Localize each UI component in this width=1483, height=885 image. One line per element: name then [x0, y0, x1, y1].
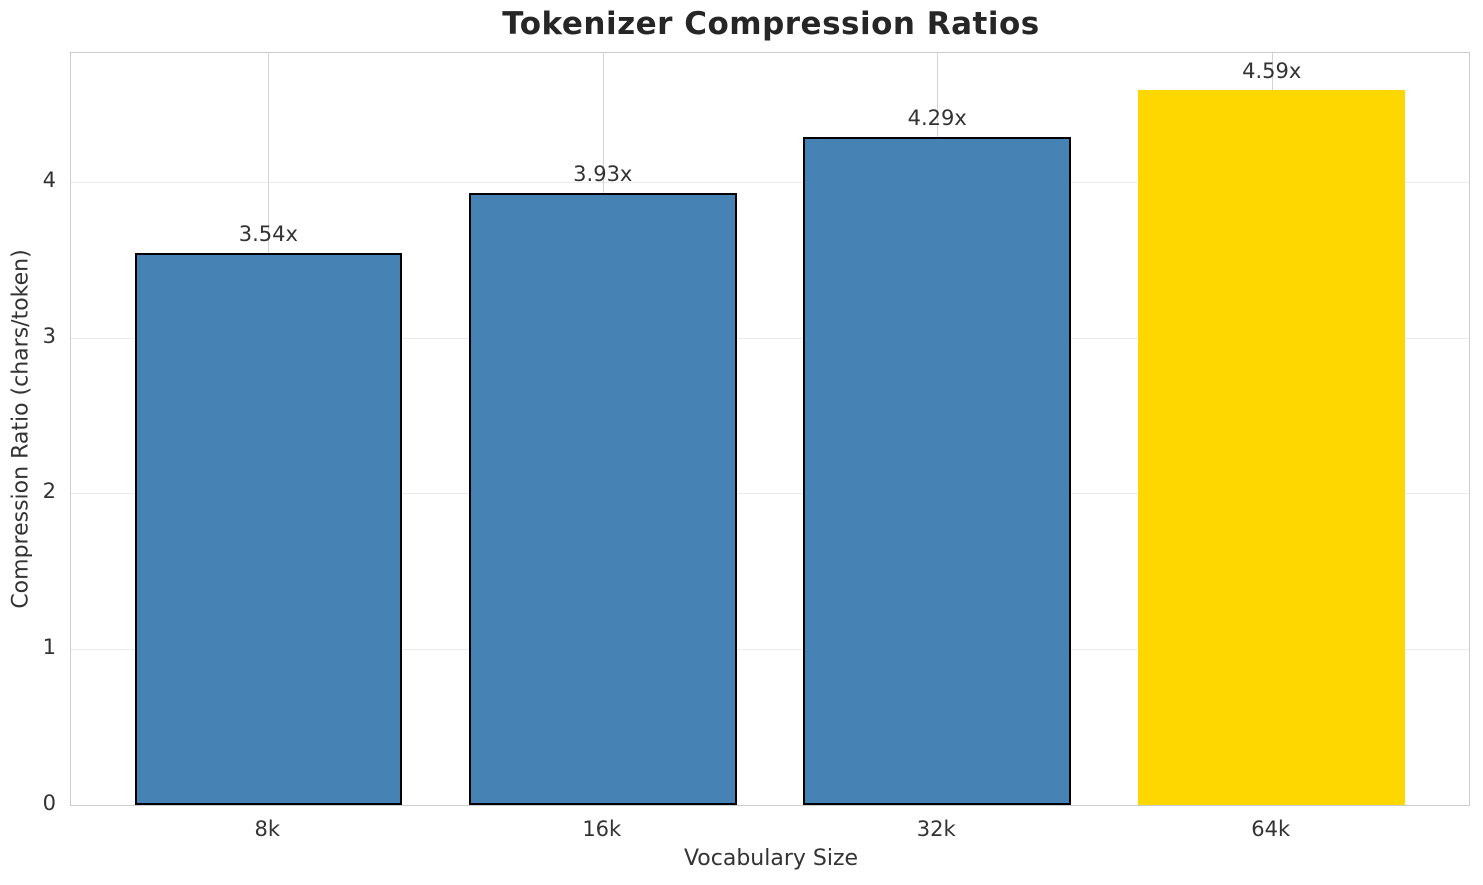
chart-title: Tokenizer Compression Ratios: [502, 6, 1040, 42]
horizontal-gridline: [71, 493, 1469, 495]
y-tick-label: 0: [42, 791, 56, 815]
bar-value-label: 4.29x: [907, 105, 967, 130]
bar-8k: [134, 253, 403, 805]
y-tick-label: 1: [42, 635, 56, 660]
y-tick-label: 4: [42, 167, 56, 192]
x-tick-label: 8k: [254, 817, 281, 841]
horizontal-gridline: [71, 337, 1469, 339]
x-tick-label: 64k: [1251, 817, 1291, 841]
x-tick-label: 32k: [916, 817, 956, 841]
horizontal-gridline: [71, 181, 1469, 183]
bar-value-label: 4.59x: [1242, 58, 1302, 83]
bar-value-label: 3.54x: [238, 222, 298, 247]
bar-16k: [468, 192, 737, 805]
bar-32k: [803, 136, 1071, 805]
x-tick-label: 16k: [582, 817, 622, 841]
bar-value-label: 3.93x: [573, 161, 633, 186]
y-axis-label: Compression Ratio (chars/token): [8, 249, 34, 609]
plot-area: 3.54x 3.93x 4.29x 4.59x: [70, 52, 1470, 806]
y-tick-label: 3: [42, 323, 56, 348]
horizontal-gridline: [71, 649, 1469, 651]
x-axis-label: Vocabulary Size: [683, 846, 859, 871]
bar-64k: [1137, 89, 1406, 805]
y-tick-label: 2: [42, 479, 56, 504]
